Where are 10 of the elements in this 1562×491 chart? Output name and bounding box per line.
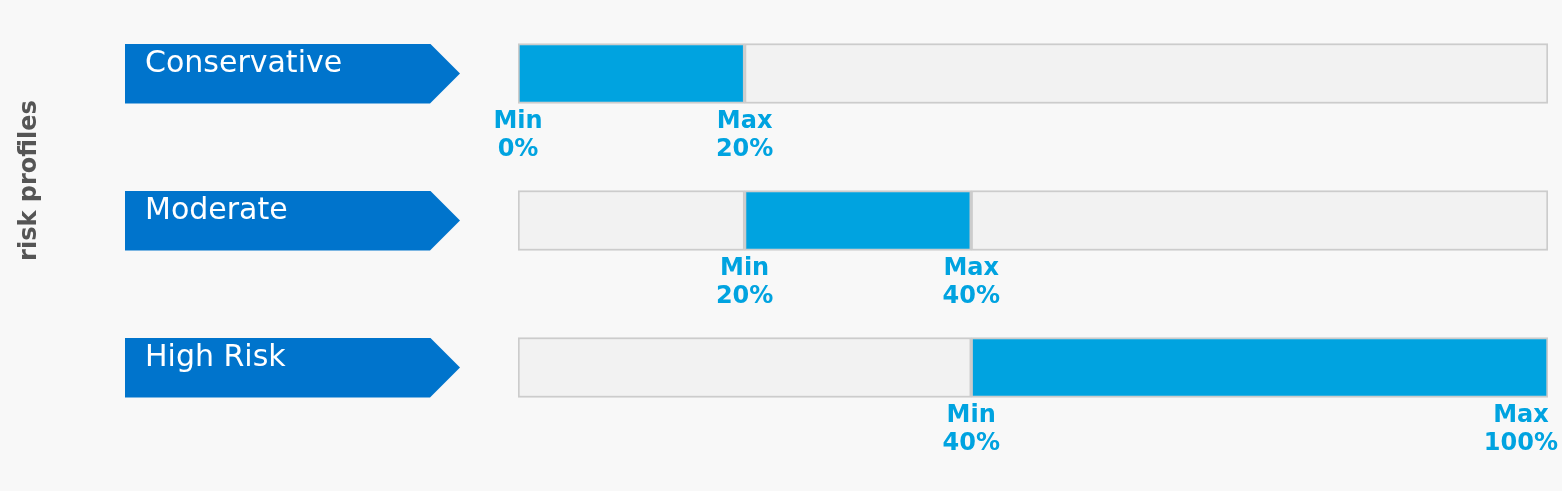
- y-tick-label: High Risk: [145, 337, 286, 375]
- y-tick-label: Moderate: [145, 190, 288, 228]
- y-axis-title: risk profiles: [14, 100, 43, 261]
- y-tick-label: Conservative: [145, 43, 343, 81]
- annotation: Max 40%: [942, 252, 1000, 309]
- annotation: Max 20%: [715, 105, 774, 162]
- annotation: Min 40%: [942, 399, 1000, 456]
- annotation: Max 100%: [1483, 399, 1559, 456]
- annotation: Min 20%: [715, 252, 774, 309]
- annotation: Min 0%: [493, 105, 543, 162]
